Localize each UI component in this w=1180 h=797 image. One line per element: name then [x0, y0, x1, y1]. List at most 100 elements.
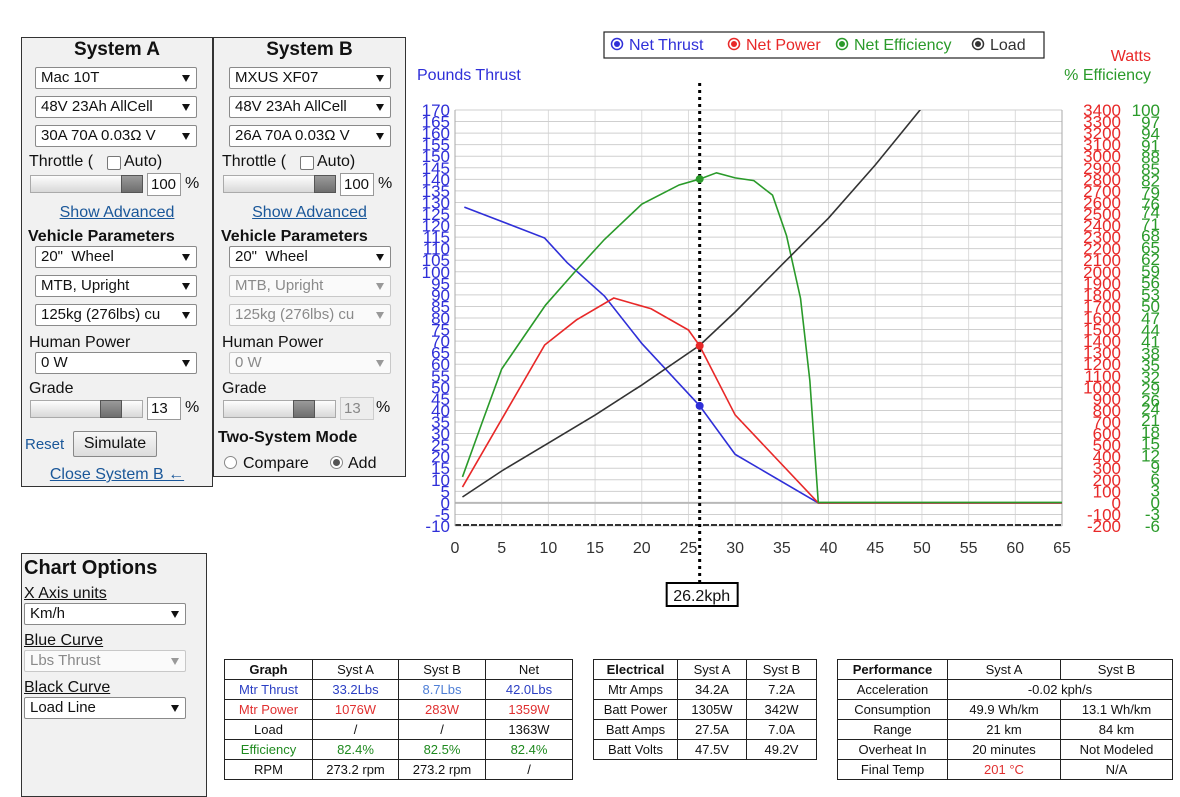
table-cell: -0.02 kph/s — [947, 679, 1173, 700]
series-line — [461, 297, 1062, 504]
y3-tick-label: 3 — [1151, 482, 1160, 501]
header-cell: Syst B — [746, 659, 817, 680]
auto-checkbox[interactable] — [107, 156, 121, 170]
wheel-select[interactable]: 20" Wheel — [35, 246, 197, 268]
battery-select[interactable]: 48V 23Ah AllCell — [229, 96, 391, 118]
legend-dot — [975, 41, 981, 47]
table-cell: 49.9 Wh/km — [947, 699, 1061, 720]
reset-link[interactable]: Reset — [25, 436, 65, 453]
table-cell: Acceleration — [837, 679, 948, 700]
y2-tick-label: 1500 — [1083, 321, 1121, 340]
grade-slider[interactable] — [223, 400, 336, 418]
header-cell: Electrical — [593, 659, 678, 680]
y3-tick-label: 41 — [1141, 333, 1160, 352]
plot-area — [461, 110, 1062, 504]
table-cell: Final Temp — [837, 759, 948, 780]
y2-tick-label: 500 — [1093, 436, 1121, 455]
position-select[interactable]: MTB, Upright — [35, 275, 197, 297]
legend-dot — [731, 41, 737, 47]
throttle-input[interactable]: 100 — [340, 173, 374, 196]
option-label: Blue Curve — [24, 632, 104, 649]
x-tick-label: 5 — [497, 540, 506, 557]
add-radio[interactable] — [330, 456, 343, 469]
select-value: 125kg (276lbs) cu — [235, 306, 355, 323]
y2-tick-label: 1700 — [1083, 297, 1121, 316]
controller-select[interactable]: 30A 70A 0.03Ω V — [35, 125, 197, 147]
slider-knob[interactable] — [121, 175, 143, 193]
y-tick-label: 120 — [422, 217, 450, 236]
y3-tick-label: 29 — [1141, 380, 1160, 399]
y-tick-label: 155 — [422, 136, 450, 155]
battery-select[interactable]: 48V 23Ah AllCell — [35, 96, 197, 118]
simulate-button[interactable]: Simulate — [73, 431, 157, 457]
y3-tick-label: 91 — [1141, 136, 1160, 155]
select-value: Lbs Thrust — [30, 652, 101, 669]
table-cell: 1363W — [485, 719, 573, 740]
y2-tick-label: 0 — [1112, 494, 1121, 513]
throttle-slider[interactable] — [223, 175, 336, 193]
black-curve-select[interactable]: Load Line — [24, 697, 186, 719]
slider-knob[interactable] — [100, 400, 122, 418]
table-cell: N/A — [1060, 759, 1173, 780]
cursor-label-box — [665, 582, 739, 607]
close-link[interactable]: Close System B ← — [49, 466, 185, 483]
y3-tick-label: 59 — [1141, 262, 1160, 281]
x-units-select[interactable]: Km/h — [24, 603, 186, 625]
blue-curve-select: Lbs Thrust — [24, 650, 186, 672]
weight-select[interactable]: 125kg (276lbs) cu — [35, 304, 197, 326]
table-cell: 273.2 rpm — [398, 759, 486, 780]
header-cell: Syst B — [1060, 659, 1173, 680]
y2-tick-label: 2400 — [1083, 217, 1121, 236]
show-advanced-link[interactable]: Show Advanced — [252, 204, 367, 221]
throttle-input[interactable]: 100 — [147, 173, 181, 196]
table-row: Batt Power 1305W 342W — [593, 699, 817, 720]
table-cell: 7.0A — [746, 719, 817, 740]
x-tick-label: 65 — [1053, 540, 1071, 557]
throttle-slider[interactable] — [30, 175, 143, 193]
slider-knob[interactable] — [293, 400, 315, 418]
y2-tick-label: 1800 — [1083, 286, 1121, 305]
legend-label: Load — [990, 37, 1026, 54]
header-cell: Syst A — [312, 659, 399, 680]
header-row: Graph Syst A Syst B Net — [224, 659, 573, 680]
table-cell: 342W — [746, 699, 817, 720]
y3-tick-label: 82 — [1141, 172, 1160, 191]
grade-input[interactable]: 13 — [147, 397, 181, 420]
y-tick-label: 10 — [431, 471, 450, 490]
y3-tick-label: 6 — [1151, 470, 1160, 489]
y3-tick-label: 50 — [1141, 297, 1160, 316]
grade-slider[interactable] — [30, 400, 143, 418]
y2-axis-title: Watts — [1111, 48, 1151, 65]
motor-select[interactable]: Mac 10T — [35, 67, 197, 89]
slider-knob[interactable] — [314, 175, 336, 193]
table-row: Consumption 49.9 Wh/km 13.1 Wh/km — [837, 699, 1173, 720]
table-cell: 42.0Lbs — [485, 679, 573, 700]
wheel-select[interactable]: 20" Wheel — [229, 246, 391, 268]
compare-radio[interactable] — [224, 456, 237, 469]
auto-checkbox[interactable] — [300, 156, 314, 170]
y-tick-label: 5 — [441, 482, 450, 501]
show-advanced-link[interactable]: Show Advanced — [59, 204, 175, 221]
y-tick-label: 100 — [422, 263, 450, 282]
table-row: Range 21 km 84 km — [837, 719, 1173, 740]
x-tick-label: 15 — [586, 540, 604, 557]
y2-tick-label: 3300 — [1083, 113, 1121, 132]
controller-select[interactable]: 26A 70A 0.03Ω V — [229, 125, 391, 147]
grade-label: Grade — [222, 380, 267, 397]
y3-tick-label: 100 — [1132, 101, 1160, 120]
y3-tick-label: 53 — [1141, 285, 1160, 304]
y-tick-label: -10 — [425, 517, 450, 536]
y3-tick-label: 26 — [1141, 391, 1160, 410]
y3-tick-label: 0 — [1151, 493, 1160, 512]
x-tick-label: 40 — [820, 540, 838, 557]
x-tick-label: 30 — [726, 540, 744, 557]
y3-tick-label: 65 — [1141, 238, 1160, 257]
weight-select: 125kg (276lbs) cu — [229, 304, 391, 326]
y2-tick-label: 800 — [1093, 401, 1121, 420]
select-value: MXUS XF07 — [235, 69, 319, 86]
human-power-select[interactable]: 0 W — [35, 352, 197, 374]
motor-select[interactable]: MXUS XF07 — [229, 67, 391, 89]
y2-tick-label: 3100 — [1083, 136, 1121, 155]
legend-label: Net Power — [746, 37, 821, 54]
option-label: X Axis units — [24, 585, 107, 602]
